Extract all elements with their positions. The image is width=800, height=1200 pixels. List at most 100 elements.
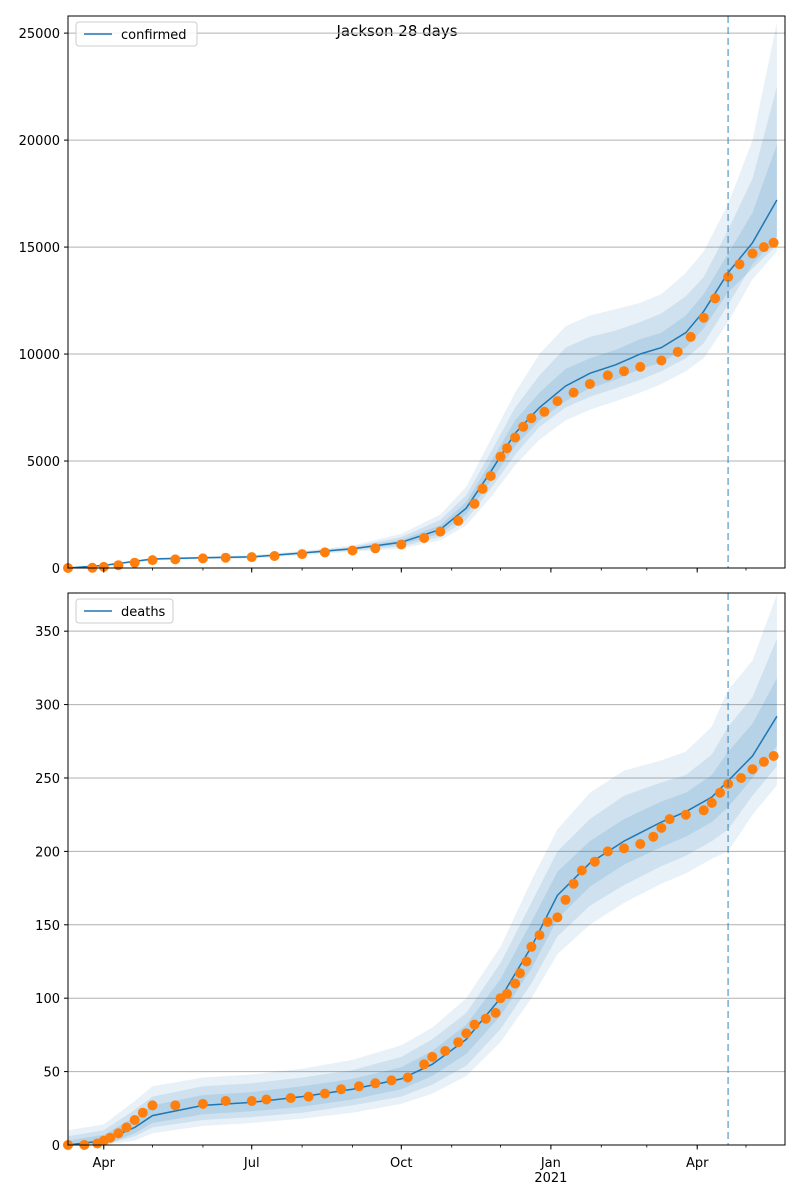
- observed-point: [197, 553, 208, 564]
- observed-point: [170, 1100, 181, 1111]
- observed-point: [480, 1013, 491, 1024]
- observed-point: [396, 539, 407, 550]
- observed-point: [129, 1115, 140, 1125]
- observed-point: [560, 894, 571, 905]
- observed-point: [453, 1037, 464, 1048]
- observed-point: [261, 1094, 272, 1105]
- observed-point: [319, 547, 330, 558]
- legend-box: [75, 21, 198, 47]
- observed-point: [402, 1072, 413, 1083]
- observed-point: [602, 370, 613, 381]
- observed-point: [453, 515, 464, 526]
- y-tick-label: 25000: [19, 27, 60, 42]
- observed-point: [427, 1051, 438, 1062]
- observed-point: [664, 814, 675, 825]
- observed-point: [534, 930, 545, 941]
- observed-point: [269, 551, 280, 561]
- observed-point: [495, 451, 506, 462]
- observed-point: [635, 361, 646, 372]
- observed-point: [285, 1093, 296, 1103]
- observed-point: [98, 561, 109, 572]
- observed-point: [736, 773, 747, 783]
- observed-point: [502, 443, 512, 454]
- observed-point: [680, 809, 691, 820]
- observed-point: [510, 978, 521, 989]
- observed-point: [440, 1046, 451, 1056]
- observed-point: [521, 956, 532, 967]
- observed-point: [568, 878, 579, 889]
- y-tick-label: 0: [52, 1139, 60, 1154]
- y-tick-label: 0: [52, 562, 60, 577]
- observed-point: [584, 379, 595, 389]
- observed-point: [121, 1122, 132, 1133]
- observed-point: [490, 1007, 501, 1018]
- observed-point: [170, 554, 181, 565]
- observed-point: [698, 805, 709, 816]
- observed-point: [685, 331, 696, 342]
- observed-point: [246, 552, 257, 563]
- y-tick-label: 20000: [19, 134, 60, 149]
- observed-point: [319, 1088, 330, 1099]
- observed-point: [303, 1091, 314, 1102]
- axes-frame: [67, 15, 786, 569]
- observed-point: [220, 1096, 231, 1106]
- observed-point: [747, 248, 758, 259]
- y-tick-label: 200: [35, 845, 60, 860]
- observed-point: [747, 764, 758, 775]
- observed-point: [518, 421, 529, 432]
- confirmed-panel: 0 5000 10000 15000 20000 25000 confirmed: [19, 15, 786, 577]
- observed-point: [297, 549, 308, 560]
- observed-point: [672, 346, 683, 357]
- observed-point: [589, 856, 600, 867]
- y-tick-label: 15000: [19, 241, 60, 256]
- observed-point: [220, 552, 231, 563]
- observed-point: [336, 1084, 347, 1095]
- observed-point: [347, 545, 358, 556]
- observed-point: [246, 1096, 257, 1106]
- observed-point: [542, 916, 553, 927]
- observed-point: [758, 756, 769, 767]
- observed-point: [723, 272, 734, 282]
- x-tick-label: Jul: [243, 1156, 260, 1171]
- x-tick-label: Oct: [390, 1156, 412, 1171]
- x-tick-label: Apr: [686, 1156, 709, 1171]
- observed-point: [734, 259, 745, 270]
- y-tick-label: 10000: [19, 348, 60, 363]
- confidence-band: [68, 22, 777, 568]
- observed-point: [539, 406, 550, 417]
- observed-point: [113, 560, 124, 571]
- observed-point: [477, 483, 488, 494]
- confidence-band: [68, 144, 777, 568]
- observed-point: [370, 1078, 381, 1089]
- observed-point: [698, 312, 709, 323]
- observed-point: [147, 1100, 158, 1111]
- x-tick-sublabel: 2021: [534, 1171, 567, 1186]
- y-tick-label: 150: [35, 919, 60, 934]
- observed-point: [768, 237, 779, 248]
- model-line: [67, 199, 778, 569]
- observed-point: [485, 471, 496, 481]
- observed-point: [386, 1075, 397, 1086]
- y-tick-label: 250: [35, 772, 60, 787]
- observed-point: [502, 988, 512, 999]
- confidence-band: [68, 678, 777, 1145]
- observed-point: [510, 432, 521, 443]
- observed-point: [656, 822, 667, 833]
- observed-point: [469, 498, 480, 509]
- observed-point: [635, 839, 646, 849]
- observed-point: [619, 366, 629, 377]
- legend-box: [75, 598, 174, 624]
- observed-point: [758, 242, 769, 253]
- confidence-band: [68, 594, 777, 1145]
- observed-point: [129, 557, 140, 568]
- observed-point: [715, 787, 725, 798]
- observed-point: [576, 865, 587, 876]
- x-tick-label: Jan: [540, 1156, 561, 1171]
- observed-point: [419, 1059, 430, 1070]
- observed-point: [419, 533, 430, 543]
- legend-label: confirmed: [121, 28, 187, 43]
- observed-point: [370, 543, 381, 554]
- y-tick-label: 300: [35, 699, 60, 714]
